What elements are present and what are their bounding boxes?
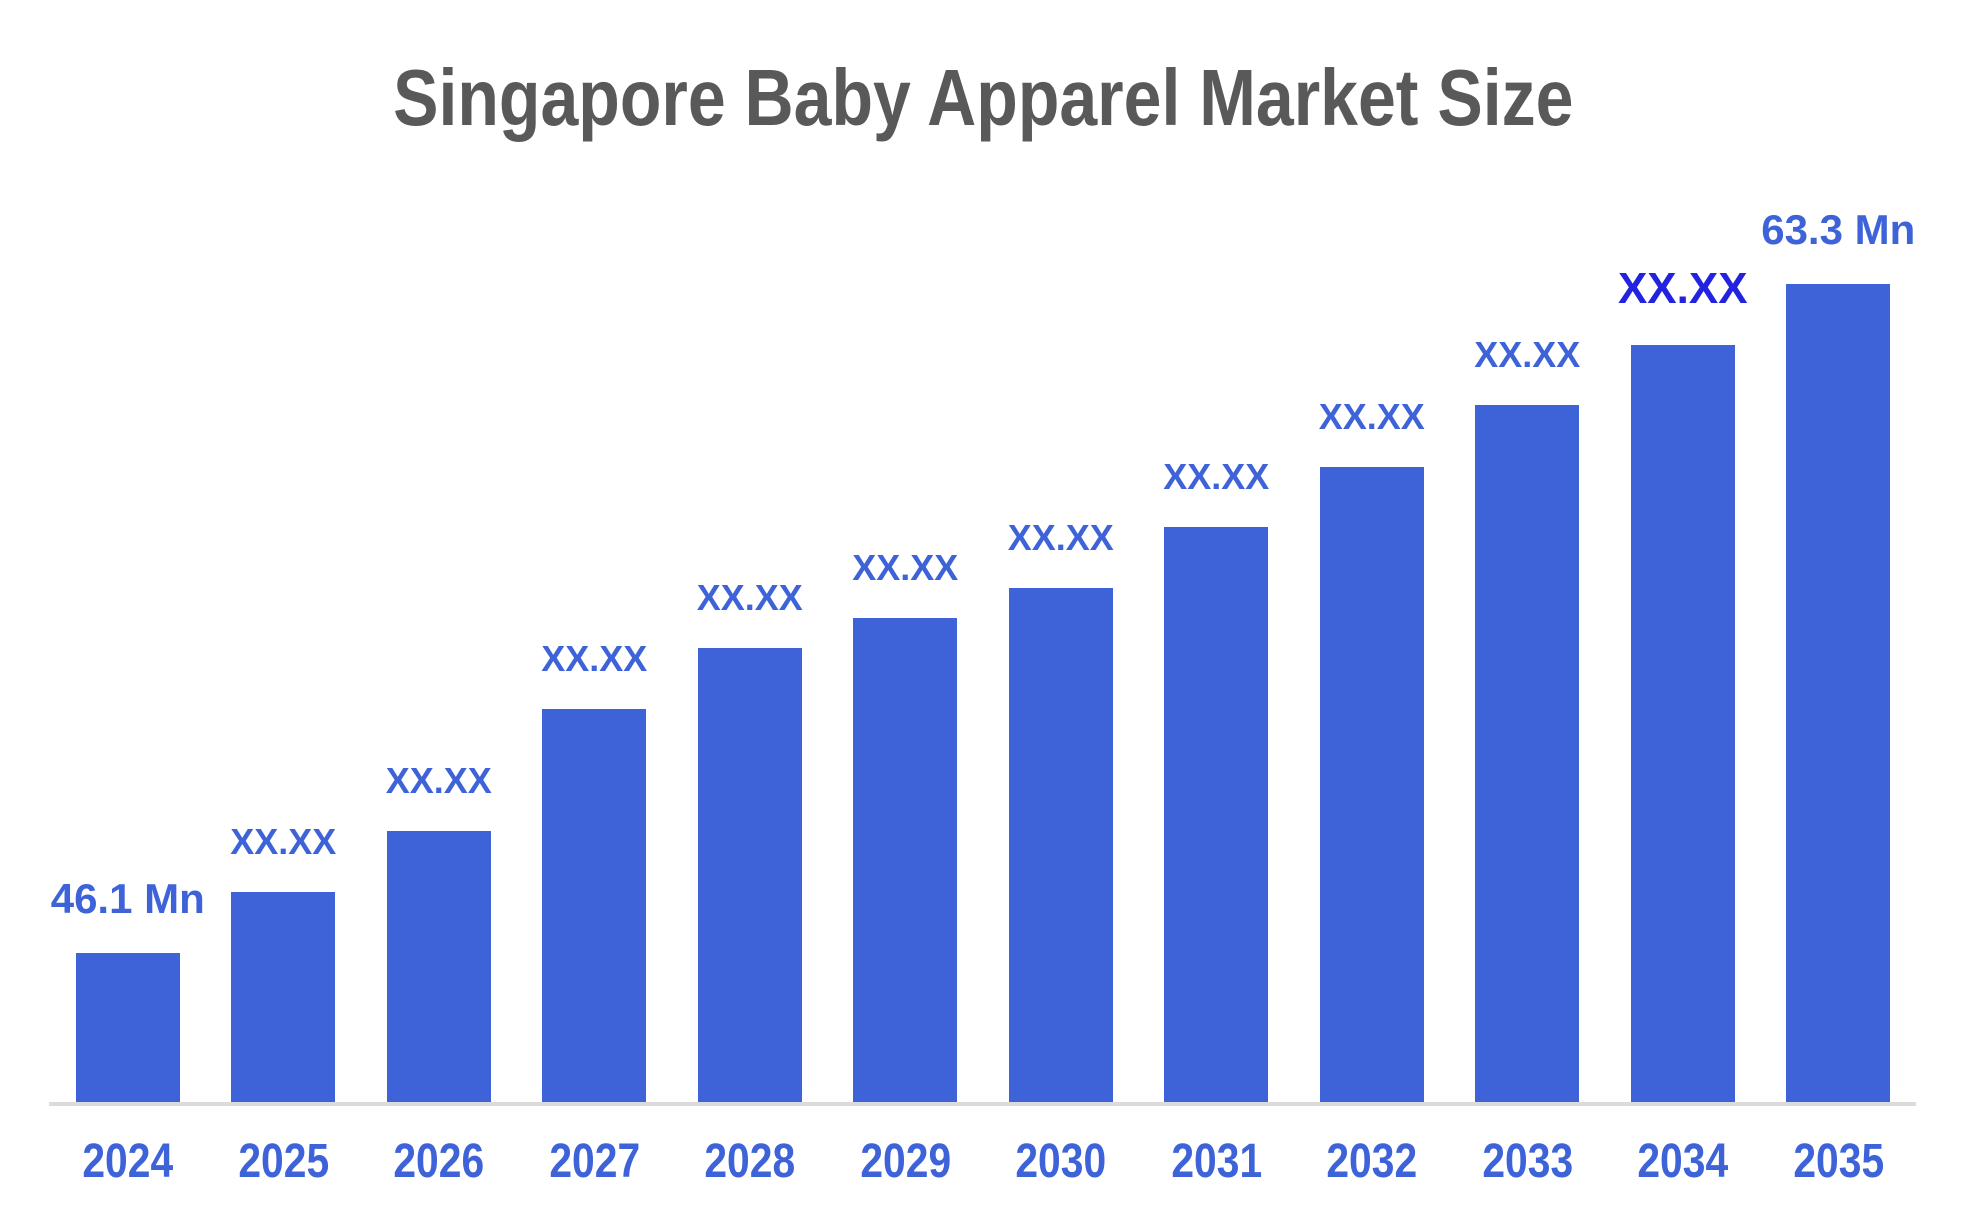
bar-column: XX.XX <box>206 0 362 1102</box>
bar-value-label: XX.XX <box>696 576 803 618</box>
bar <box>1319 467 1424 1102</box>
bar-column: XX.XX <box>672 0 828 1102</box>
bar-column: XX.XX <box>361 0 517 1102</box>
bar-value-label: XX.XX <box>1007 516 1114 558</box>
bar-column: XX.XX <box>1294 0 1450 1102</box>
x-axis-label: 2026 <box>393 1135 485 1188</box>
bar <box>231 892 336 1102</box>
bar <box>75 953 180 1102</box>
bar-value-label: 63.3 Mn <box>1761 205 1916 253</box>
x-axis-label: 2024 <box>82 1135 174 1188</box>
x-axis-line <box>49 1102 1916 1106</box>
x-axis-label: 2028 <box>704 1135 796 1188</box>
bar <box>1475 405 1580 1102</box>
bar <box>542 709 647 1102</box>
x-axis-labels: 2024 2025 2026 2027 2028 2029 2030 2031 2032 2033… <box>50 1135 1916 1189</box>
bar-column: 63.3 Mn <box>1761 0 1917 1102</box>
chart-title-row: Singapore Baby Apparel Market Size <box>0 58 1966 138</box>
x-axis-label: 2030 <box>1015 1135 1107 1188</box>
bar <box>1008 588 1113 1102</box>
x-axis-label: 2031 <box>1170 1135 1262 1188</box>
bar-value-label: XX.XX <box>1617 264 1748 314</box>
chart-title: Singapore Baby Apparel Market Size <box>392 53 1574 142</box>
bar-value-label: XX.XX <box>541 637 648 679</box>
bar-value-label: XX.XX <box>385 759 492 801</box>
x-axis-label: 2034 <box>1637 1135 1729 1188</box>
bar <box>853 618 958 1102</box>
bar-column: XX.XX <box>983 0 1139 1102</box>
bar-value-label: XX.XX <box>1474 333 1581 375</box>
bar <box>1164 527 1269 1102</box>
bar-column: XX.XX <box>1605 0 1761 1102</box>
x-axis-label: 2032 <box>1326 1135 1418 1188</box>
bar-value-label: 46.1 Mn <box>50 874 205 922</box>
bar-value-label: XX.XX <box>1318 395 1425 437</box>
bar <box>386 831 491 1102</box>
bar <box>1786 284 1891 1102</box>
bar-column: XX.XX <box>1139 0 1295 1102</box>
bar-column: XX.XX <box>828 0 984 1102</box>
bar-column: XX.XX <box>1450 0 1606 1102</box>
x-axis-label: 2025 <box>237 1135 329 1188</box>
x-axis-label: 2029 <box>859 1135 951 1188</box>
bar-column: XX.XX <box>517 0 673 1102</box>
bar <box>697 648 802 1102</box>
plot-area: 46.1 Mn XX.XX XX.XX XX.XX XX.XX XX.XX XX.XX XX.… <box>50 0 1916 1102</box>
bar-value-label: XX.XX <box>230 820 337 862</box>
x-axis-label: 2033 <box>1481 1135 1573 1188</box>
bar-value-label: XX.XX <box>1163 455 1270 497</box>
x-axis-label: 2035 <box>1792 1135 1884 1188</box>
bar-column: 46.1 Mn <box>50 0 206 1102</box>
bar-value-label: XX.XX <box>852 546 959 588</box>
bar <box>1630 345 1735 1102</box>
x-axis-label: 2027 <box>548 1135 640 1188</box>
